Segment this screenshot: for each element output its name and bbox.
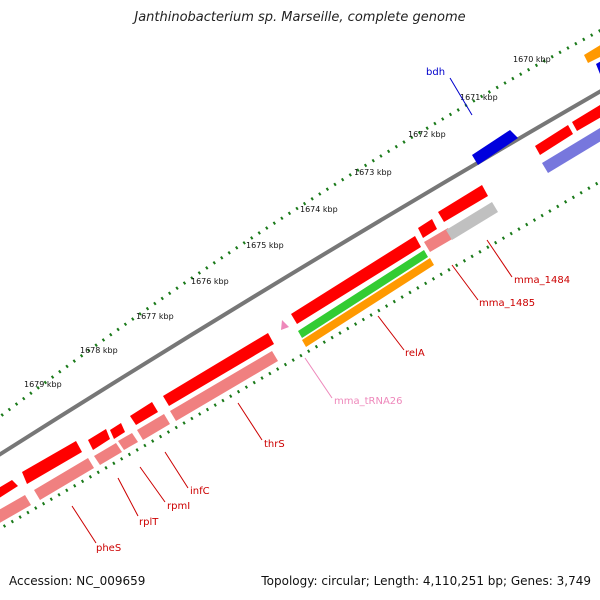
tick-label: 1674 kbp xyxy=(300,205,338,214)
gene-arrow xyxy=(163,333,274,406)
tick-label: 1678 kbp xyxy=(80,346,118,355)
gene-arrow-relA-green xyxy=(298,250,428,338)
trna-marker xyxy=(281,320,289,330)
leader-line xyxy=(449,77,473,116)
gene-arrow xyxy=(110,423,125,439)
gene-arrow-mma_1485 xyxy=(424,228,454,252)
gene-label-rpmI: rpmI xyxy=(167,501,190,512)
gene-label-infC: infC xyxy=(190,486,210,497)
tick-label: 1675 kbp xyxy=(246,241,284,250)
gene-arrow-thrS xyxy=(170,351,278,421)
tick-label: 1673 kbp xyxy=(354,168,392,177)
gene-arrow xyxy=(418,219,437,238)
outer-tick-ring xyxy=(0,28,600,419)
gene-label-pheS: pheS xyxy=(96,543,121,554)
leader-line xyxy=(139,466,166,503)
gene-label-rplT: rplT xyxy=(139,517,159,528)
gene-label-bdh: bdh xyxy=(426,67,445,78)
tick-label: 1670 kbp xyxy=(513,55,551,64)
leader-line xyxy=(451,264,479,301)
gene-label-mma_1484: mma_1484 xyxy=(514,275,570,286)
gene-arrow-mma_1484 xyxy=(446,202,498,240)
gene-arrow xyxy=(34,458,94,500)
leader-line xyxy=(117,477,139,517)
leader-line xyxy=(304,357,333,399)
gene-arrow-infC xyxy=(137,414,170,440)
leader-line xyxy=(71,505,97,544)
gene-label-thrS: thrS xyxy=(264,439,285,450)
gene-arrow xyxy=(542,128,600,173)
genome-summary-text: Topology: circular; Length: 4,110,251 bp… xyxy=(261,574,591,588)
tick-label: 1677 kbp xyxy=(136,312,174,321)
gene-arrow-rplT xyxy=(94,443,122,465)
gene-arrow xyxy=(0,480,18,498)
gene-arrow-rpmI xyxy=(118,433,138,450)
gene-label-relA: relA xyxy=(405,348,425,359)
tick-label: 1676 kbp xyxy=(191,277,229,286)
leader-line xyxy=(486,239,513,278)
gene-arrow xyxy=(88,429,110,450)
gene-label-mma_1485: mma_1485 xyxy=(479,298,535,309)
gene-arrow xyxy=(22,441,82,484)
gene-arrow-bdh xyxy=(472,130,518,165)
genome-backbone xyxy=(0,89,600,457)
tick-label: 1679 kbp xyxy=(24,380,62,389)
gene-arrow-pheS xyxy=(0,495,31,523)
accession-text: Accession: NC_009659 xyxy=(9,574,146,588)
map-title: Janthinobacterium sp. Marseille, complet… xyxy=(134,10,466,25)
leader-line xyxy=(164,451,189,489)
gene-label-mma_tRNA26: mma_tRNA26 xyxy=(334,396,403,407)
leader-line xyxy=(377,315,405,351)
gene-arrow xyxy=(572,105,600,131)
gene-arrow xyxy=(130,402,158,425)
tick-label: 1672 kbp xyxy=(408,130,446,139)
gene-arrow xyxy=(584,45,600,63)
gene-arrow xyxy=(291,236,421,324)
leader-line xyxy=(237,402,263,441)
tick-label: 1671 kbp xyxy=(460,93,498,102)
gene-arrow xyxy=(438,185,488,222)
gene-arrow xyxy=(596,61,600,74)
gene-arrow xyxy=(535,125,573,155)
inner-tick-ring xyxy=(0,179,600,531)
gene-arrow-relA-orange xyxy=(302,258,434,347)
